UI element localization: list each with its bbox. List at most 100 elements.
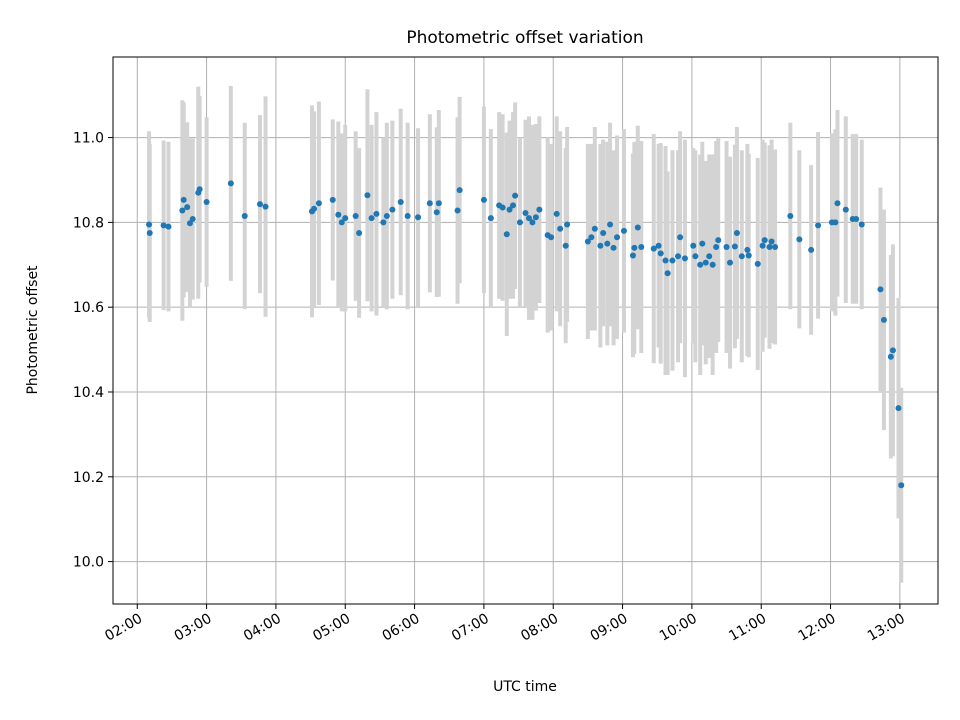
data-point bbox=[435, 200, 442, 207]
data-point bbox=[709, 261, 716, 268]
data-point bbox=[761, 237, 768, 244]
data-point bbox=[480, 196, 487, 203]
data-point bbox=[584, 238, 591, 245]
data-point bbox=[380, 219, 387, 226]
data-point bbox=[356, 229, 363, 236]
y-axis-label: Photometric offset bbox=[25, 265, 41, 395]
data-point bbox=[662, 257, 669, 264]
data-point bbox=[887, 353, 894, 360]
data-point bbox=[364, 192, 371, 199]
data-point bbox=[713, 243, 720, 250]
data-point bbox=[186, 220, 193, 227]
data-point bbox=[179, 207, 186, 214]
data-point bbox=[383, 213, 390, 220]
data-point bbox=[650, 245, 657, 252]
data-point bbox=[631, 244, 638, 251]
data-point bbox=[512, 192, 519, 199]
data-point bbox=[184, 204, 191, 211]
data-point bbox=[745, 252, 752, 259]
data-point bbox=[591, 225, 598, 232]
data-point bbox=[766, 243, 773, 250]
data-point bbox=[727, 259, 734, 266]
data-point bbox=[858, 221, 865, 228]
data-point bbox=[516, 219, 523, 226]
data-point bbox=[196, 186, 203, 193]
data-point bbox=[262, 203, 269, 210]
data-point bbox=[338, 219, 345, 226]
data-point bbox=[697, 261, 704, 268]
y-tick-label: 10.6 bbox=[73, 300, 104, 316]
data-point bbox=[146, 221, 153, 228]
data-point bbox=[329, 196, 336, 203]
data-point bbox=[677, 234, 684, 241]
data-point bbox=[620, 227, 627, 234]
data-point bbox=[610, 244, 617, 251]
data-point bbox=[532, 214, 539, 221]
data-point bbox=[681, 255, 688, 262]
data-point bbox=[675, 253, 682, 260]
data-point bbox=[600, 229, 607, 236]
data-point bbox=[796, 236, 803, 243]
data-point bbox=[706, 253, 713, 260]
data-point bbox=[165, 223, 172, 230]
data-point bbox=[692, 253, 699, 260]
data-point bbox=[454, 207, 461, 214]
data-point bbox=[553, 210, 560, 217]
data-point bbox=[160, 222, 167, 229]
data-point bbox=[536, 206, 543, 213]
y-tick-label: 10.8 bbox=[73, 215, 104, 231]
data-point bbox=[499, 204, 506, 211]
data-point bbox=[744, 246, 751, 253]
data-point bbox=[853, 215, 860, 222]
data-point bbox=[834, 200, 841, 207]
data-point bbox=[759, 242, 766, 249]
data-point bbox=[638, 243, 645, 250]
data-point bbox=[699, 240, 706, 247]
data-point bbox=[315, 200, 322, 207]
data-point bbox=[657, 250, 664, 257]
data-point bbox=[180, 196, 187, 203]
data-point bbox=[397, 199, 404, 206]
data-point bbox=[690, 242, 697, 249]
y-tick-label: 10.2 bbox=[73, 470, 104, 486]
data-point bbox=[880, 316, 887, 323]
data-point bbox=[754, 260, 761, 267]
data-point bbox=[342, 215, 349, 222]
data-point bbox=[487, 215, 494, 222]
data-point bbox=[895, 405, 902, 412]
data-point bbox=[256, 201, 263, 208]
data-points bbox=[146, 180, 905, 489]
y-tick-label: 10.0 bbox=[73, 555, 104, 571]
data-point bbox=[898, 482, 905, 489]
data-point bbox=[629, 252, 636, 259]
data-point bbox=[510, 202, 517, 209]
data-point bbox=[669, 257, 676, 264]
data-point bbox=[664, 270, 671, 277]
y-tick-label: 10.4 bbox=[73, 385, 104, 401]
data-point bbox=[189, 215, 196, 222]
data-point bbox=[832, 219, 839, 226]
data-point bbox=[529, 219, 536, 226]
data-point bbox=[733, 229, 740, 236]
data-point bbox=[311, 205, 318, 212]
data-point bbox=[604, 240, 611, 247]
data-point bbox=[456, 187, 463, 194]
data-point bbox=[241, 213, 248, 220]
data-point bbox=[525, 215, 532, 222]
data-point bbox=[772, 243, 779, 250]
data-point bbox=[227, 180, 234, 187]
data-point bbox=[146, 229, 153, 236]
plot-frame bbox=[112, 56, 939, 605]
data-point bbox=[562, 242, 569, 249]
chart-title: Photometric offset variation bbox=[406, 28, 643, 48]
data-point bbox=[614, 234, 621, 241]
data-point bbox=[588, 234, 595, 241]
data-point bbox=[203, 199, 210, 206]
data-point bbox=[557, 225, 564, 232]
x-axis-label: UTC time bbox=[493, 679, 557, 695]
data-point bbox=[415, 214, 422, 221]
data-point bbox=[738, 253, 745, 260]
data-point bbox=[655, 242, 662, 249]
